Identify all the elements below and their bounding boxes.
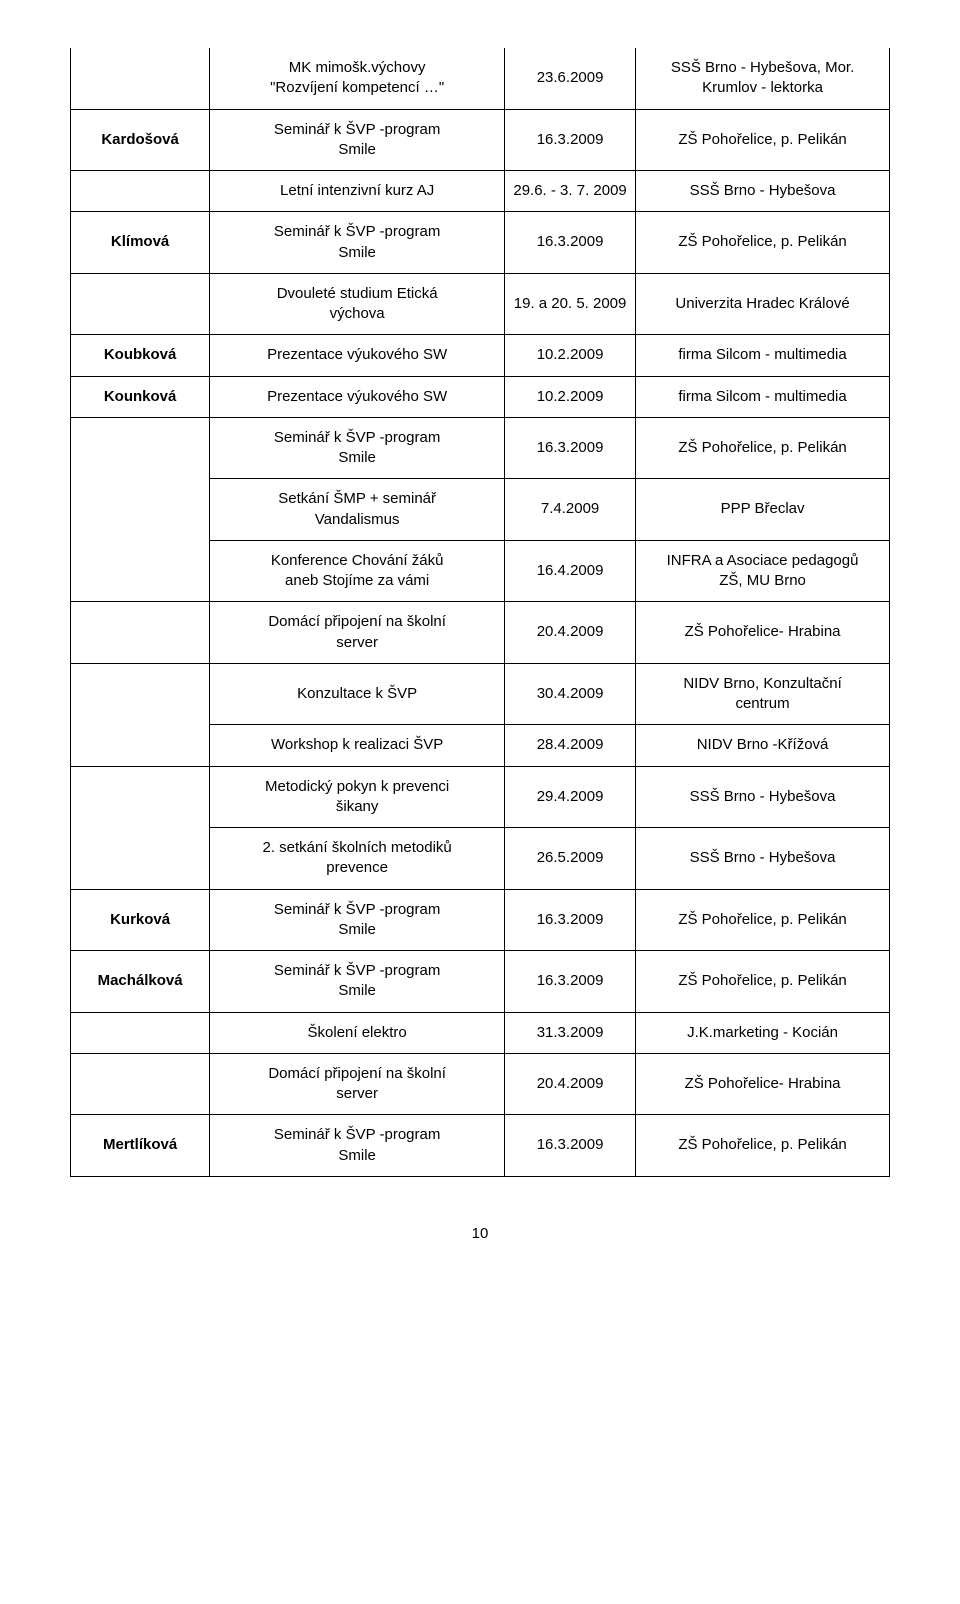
place-cell: INFRA a Asociace pedagogůZŠ, MU Brno [636, 540, 890, 602]
date-cell: 7.4.2009 [505, 479, 636, 541]
date-cell: 29.4.2009 [505, 766, 636, 828]
name-cell: Kurková [71, 889, 210, 951]
date-cell: 16.3.2009 [505, 212, 636, 274]
place-cell: NIDV Brno -Křížová [636, 725, 890, 766]
date-cell: 16.3.2009 [505, 889, 636, 951]
schedule-table: MK mimošk.výchovy"Rozvíjení kompetencí …… [70, 48, 890, 1177]
event-cell: Prezentace výukového SW [210, 376, 505, 417]
name-cell: Koubková [71, 335, 210, 376]
table-row: KurkováSeminář k ŠVP -programSmile16.3.2… [71, 889, 890, 951]
event-cell: Školení elektro [210, 1012, 505, 1053]
event-cell: Konzultace k ŠVP [210, 663, 505, 725]
table-row: MachálkováSeminář k ŠVP -programSmile16.… [71, 951, 890, 1013]
event-cell: Konference Chování žákůaneb Stojíme za v… [210, 540, 505, 602]
date-cell: 20.4.2009 [505, 602, 636, 664]
event-cell: Seminář k ŠVP -programSmile [210, 1115, 505, 1177]
place-cell: ZŠ Pohořelice, p. Pelikán [636, 1115, 890, 1177]
name-cell [71, 48, 210, 109]
event-cell: Domácí připojení na školníserver [210, 602, 505, 664]
table-row: Domácí připojení na školníserver20.4.200… [71, 1053, 890, 1115]
name-cell [71, 417, 210, 602]
page-number: 10 [70, 1225, 890, 1242]
table-row: KounkováPrezentace výukového SW10.2.2009… [71, 376, 890, 417]
name-cell: Machálková [71, 951, 210, 1013]
place-cell: ZŠ Pohořelice, p. Pelikán [636, 951, 890, 1013]
event-cell: Domácí připojení na školníserver [210, 1053, 505, 1115]
table-row: MK mimošk.výchovy"Rozvíjení kompetencí …… [71, 48, 890, 109]
event-cell: Letní intenzivní kurz AJ [210, 171, 505, 212]
date-cell: 23.6.2009 [505, 48, 636, 109]
place-cell: PPP Břeclav [636, 479, 890, 541]
table-row: Školení elektro31.3.2009J.K.marketing - … [71, 1012, 890, 1053]
event-cell: Seminář k ŠVP -programSmile [210, 889, 505, 951]
event-cell: Metodický pokyn k prevencišikany [210, 766, 505, 828]
place-cell: ZŠ Pohořelice- Hrabina [636, 602, 890, 664]
name-cell [71, 663, 210, 766]
name-cell: Mertlíková [71, 1115, 210, 1177]
table-row: KoubkováPrezentace výukového SW10.2.2009… [71, 335, 890, 376]
name-cell [71, 1012, 210, 1053]
table-row: Metodický pokyn k prevencišikany29.4.200… [71, 766, 890, 828]
place-cell: J.K.marketing - Kocián [636, 1012, 890, 1053]
date-cell: 29.6. - 3. 7. 2009 [505, 171, 636, 212]
name-cell [71, 602, 210, 664]
place-cell: firma Silcom - multimedia [636, 376, 890, 417]
date-cell: 31.3.2009 [505, 1012, 636, 1053]
date-cell: 30.4.2009 [505, 663, 636, 725]
event-cell: Workshop k realizaci ŠVP [210, 725, 505, 766]
name-cell [71, 1053, 210, 1115]
place-cell: SSŠ Brno - Hybešova, Mor.Krumlov - lekto… [636, 48, 890, 109]
event-cell: 2. setkání školních metodikůprevence [210, 828, 505, 890]
table-row: KardošováSeminář k ŠVP -programSmile16.3… [71, 109, 890, 171]
date-cell: 16.4.2009 [505, 540, 636, 602]
place-cell: ZŠ Pohořelice, p. Pelikán [636, 212, 890, 274]
date-cell: 20.4.2009 [505, 1053, 636, 1115]
table-row: Konzultace k ŠVP30.4.2009NIDV Brno, Konz… [71, 663, 890, 725]
name-cell: Klímová [71, 212, 210, 274]
name-cell [71, 273, 210, 335]
table-row: Letní intenzivní kurz AJ29.6. - 3. 7. 20… [71, 171, 890, 212]
date-cell: 26.5.2009 [505, 828, 636, 890]
place-cell: ZŠ Pohořelice- Hrabina [636, 1053, 890, 1115]
event-cell: MK mimošk.výchovy"Rozvíjení kompetencí …… [210, 48, 505, 109]
date-cell: 10.2.2009 [505, 335, 636, 376]
place-cell: SSŠ Brno - Hybešova [636, 766, 890, 828]
event-cell: Seminář k ŠVP -programSmile [210, 212, 505, 274]
name-cell [71, 171, 210, 212]
date-cell: 19. a 20. 5. 2009 [505, 273, 636, 335]
date-cell: 28.4.2009 [505, 725, 636, 766]
event-cell: Dvouleté studium Etickávýchova [210, 273, 505, 335]
name-cell: Kounková [71, 376, 210, 417]
page: MK mimošk.výchovy"Rozvíjení kompetencí …… [0, 0, 960, 1282]
event-cell: Seminář k ŠVP -programSmile [210, 417, 505, 479]
event-cell: Setkání ŠMP + seminářVandalismus [210, 479, 505, 541]
table-row: Seminář k ŠVP -programSmile16.3.2009ZŠ P… [71, 417, 890, 479]
table-row: Domácí připojení na školníserver20.4.200… [71, 602, 890, 664]
event-cell: Seminář k ŠVP -programSmile [210, 951, 505, 1013]
date-cell: 16.3.2009 [505, 417, 636, 479]
table-row: Dvouleté studium Etickávýchova19. a 20. … [71, 273, 890, 335]
table-row: MertlíkováSeminář k ŠVP -programSmile16.… [71, 1115, 890, 1177]
name-cell: Kardošová [71, 109, 210, 171]
date-cell: 10.2.2009 [505, 376, 636, 417]
place-cell: ZŠ Pohořelice, p. Pelikán [636, 417, 890, 479]
date-cell: 16.3.2009 [505, 1115, 636, 1177]
date-cell: 16.3.2009 [505, 951, 636, 1013]
place-cell: ZŠ Pohořelice, p. Pelikán [636, 889, 890, 951]
table-row: KlímováSeminář k ŠVP -programSmile16.3.2… [71, 212, 890, 274]
place-cell: SSŠ Brno - Hybešova [636, 828, 890, 890]
date-cell: 16.3.2009 [505, 109, 636, 171]
place-cell: ZŠ Pohořelice, p. Pelikán [636, 109, 890, 171]
name-cell [71, 766, 210, 889]
place-cell: firma Silcom - multimedia [636, 335, 890, 376]
place-cell: SSŠ Brno - Hybešova [636, 171, 890, 212]
event-cell: Seminář k ŠVP -programSmile [210, 109, 505, 171]
place-cell: Univerzita Hradec Králové [636, 273, 890, 335]
event-cell: Prezentace výukového SW [210, 335, 505, 376]
place-cell: NIDV Brno, Konzultačnícentrum [636, 663, 890, 725]
